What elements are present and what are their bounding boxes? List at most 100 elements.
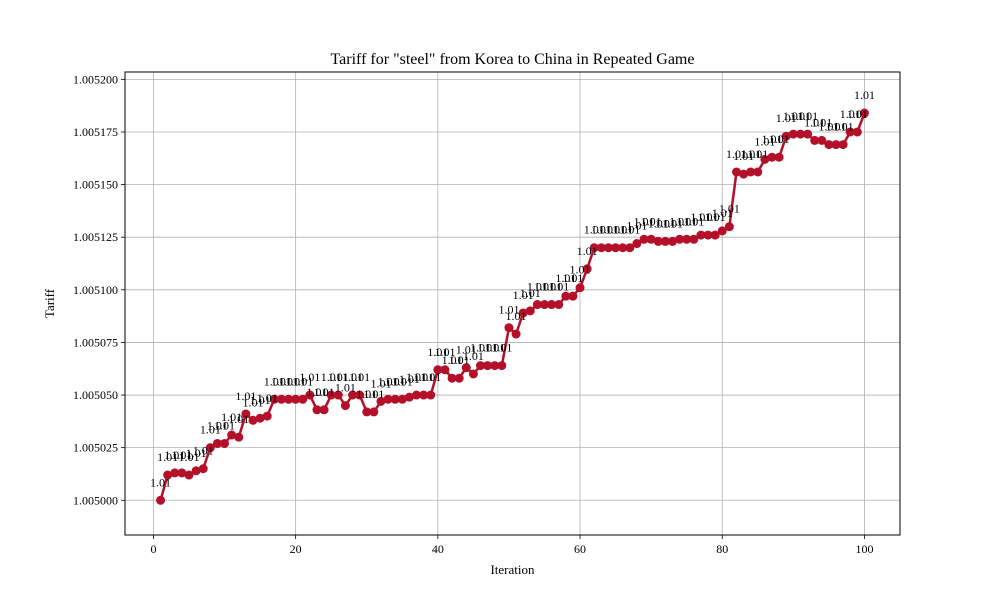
y-tick-label: 1.005050 xyxy=(73,388,118,402)
data-label: 1.01 xyxy=(463,349,484,363)
data-label: 1.01 xyxy=(498,303,519,317)
data-point xyxy=(156,495,166,505)
data-label: 1.01 xyxy=(562,271,583,285)
y-tick-label: 1.005100 xyxy=(73,283,118,297)
data-point xyxy=(739,169,749,179)
data-label: 1.01 xyxy=(171,448,192,462)
data-label: 1.01 xyxy=(207,418,228,432)
data-point xyxy=(298,394,308,404)
data-point xyxy=(305,390,315,400)
data-label: 1.01 xyxy=(442,353,463,367)
data-label: 1.01 xyxy=(363,387,384,401)
data-point xyxy=(291,394,301,404)
data-label: 1.01 xyxy=(349,370,370,384)
data-label: 1.01 xyxy=(769,132,790,146)
data-label: 1.01 xyxy=(776,111,797,125)
data-label: 1.01 xyxy=(356,387,377,401)
data-point xyxy=(703,230,713,240)
chart-title: Tariff for "steel" from Korea to China i… xyxy=(331,51,695,68)
data-point xyxy=(241,409,251,419)
data-label: 1.01 xyxy=(157,450,178,464)
data-label: 1.01 xyxy=(264,374,285,388)
data-labels: 1.011.011.011.011.011.011.011.011.011.01… xyxy=(150,88,875,489)
data-point xyxy=(859,108,869,118)
data-label: 1.01 xyxy=(570,263,591,277)
data-label: 1.01 xyxy=(527,280,548,294)
data-point xyxy=(461,363,471,373)
data-point xyxy=(767,152,777,162)
data-point xyxy=(675,234,685,244)
data-label: 1.01 xyxy=(370,376,391,390)
data-label: 1.01 xyxy=(634,214,655,228)
data-point xyxy=(170,468,180,478)
x-tick-label: 100 xyxy=(855,542,873,556)
data-label: 1.01 xyxy=(164,448,185,462)
data-label: 1.01 xyxy=(328,370,349,384)
x-tick-label: 0 xyxy=(150,542,156,556)
data-point xyxy=(746,167,756,177)
data-label: 1.01 xyxy=(698,210,719,224)
data-point xyxy=(682,234,692,244)
data-label: 1.01 xyxy=(626,219,647,233)
data-point xyxy=(163,470,173,480)
data-point xyxy=(838,140,848,150)
data-point xyxy=(355,390,365,400)
data-point xyxy=(852,127,862,137)
data-label: 1.01 xyxy=(591,223,612,237)
data-label: 1.01 xyxy=(676,214,697,228)
x-tick-label: 40 xyxy=(432,542,444,556)
data-point xyxy=(753,167,763,177)
data-label: 1.01 xyxy=(299,370,320,384)
data-point xyxy=(476,361,486,371)
data-point xyxy=(177,468,187,478)
data-point xyxy=(518,308,528,318)
data-point xyxy=(212,438,222,448)
data-point xyxy=(447,373,457,383)
data-point xyxy=(454,373,464,383)
data-point xyxy=(284,394,294,404)
y-tick-label: 1.005025 xyxy=(73,441,118,455)
data-point xyxy=(404,392,414,402)
data-label: 1.01 xyxy=(178,450,199,464)
data-point xyxy=(184,470,194,480)
data-label: 1.01 xyxy=(804,115,825,129)
data-label: 1.01 xyxy=(335,381,356,395)
data-point xyxy=(810,135,820,145)
data-point xyxy=(589,243,599,253)
data-label: 1.01 xyxy=(235,389,256,403)
data-point xyxy=(653,236,663,246)
data-point xyxy=(717,226,727,236)
data-point xyxy=(625,243,635,253)
data-label: 1.01 xyxy=(790,109,811,123)
data-point xyxy=(440,365,450,375)
data-label: 1.01 xyxy=(250,393,271,407)
data-label: 1.01 xyxy=(285,374,306,388)
data-label: 1.01 xyxy=(747,147,768,161)
x-tick-label: 80 xyxy=(716,542,728,556)
data-label: 1.01 xyxy=(193,444,214,458)
data-label: 1.01 xyxy=(306,385,327,399)
data-point xyxy=(667,236,677,246)
data-point xyxy=(774,152,784,162)
data-point xyxy=(781,131,791,141)
data-point xyxy=(198,464,208,474)
x-tick-label: 60 xyxy=(574,542,586,556)
data-point xyxy=(696,230,706,240)
data-point xyxy=(689,234,699,244)
data-label: 1.01 xyxy=(491,341,512,355)
data-point xyxy=(362,407,372,417)
data-label: 1.01 xyxy=(228,412,249,426)
data-point xyxy=(319,405,329,415)
data-label: 1.01 xyxy=(271,374,292,388)
data-label: 1.01 xyxy=(840,107,861,121)
data-label: 1.01 xyxy=(762,132,783,146)
data-label: 1.01 xyxy=(605,223,626,237)
data-label: 1.01 xyxy=(797,109,818,123)
data-point xyxy=(646,234,656,244)
data-point xyxy=(326,390,336,400)
data-label: 1.01 xyxy=(555,271,576,285)
data-point xyxy=(376,396,386,406)
data-label: 1.01 xyxy=(818,120,839,134)
